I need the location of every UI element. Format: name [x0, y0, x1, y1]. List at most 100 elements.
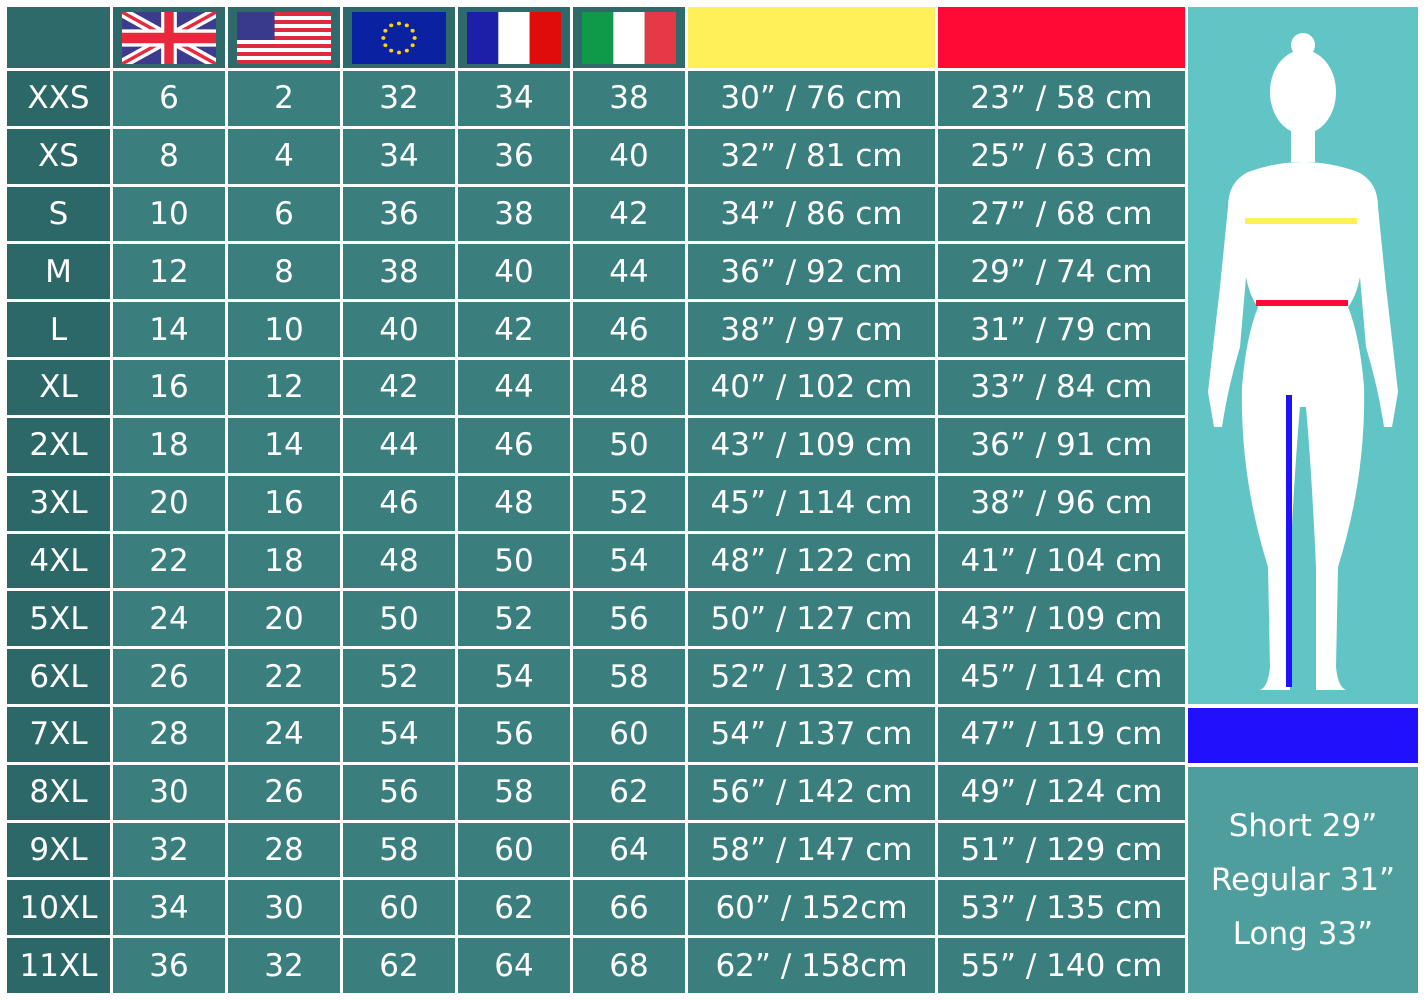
it-size: 54 [573, 533, 685, 589]
fr-size: 36 [458, 128, 570, 184]
fr-size: 34 [458, 71, 570, 126]
size-label: 8XL [7, 764, 110, 820]
it-size: 64 [573, 822, 685, 878]
size-label: XXS [7, 71, 110, 126]
length-regular: Regular 31” [1210, 862, 1396, 898]
fr-size: 52 [458, 591, 570, 647]
it-size: 56 [573, 591, 685, 647]
waist-measure: 49” / 124 cm [938, 764, 1185, 820]
uk-size: 12 [113, 244, 225, 300]
italy-flag-icon [573, 7, 685, 68]
bust-measure: 34” / 86 cm [688, 186, 935, 242]
us-size: 4 [228, 128, 340, 184]
length-long: Long 33” [1232, 916, 1374, 952]
bust-measure: 32” / 81 cm [688, 128, 935, 184]
uk-size: 30 [113, 764, 225, 820]
us-size: 20 [228, 591, 340, 647]
waist-measure: 43” / 109 cm [938, 591, 1185, 647]
it-size: 40 [573, 128, 685, 184]
size-label: 10XL [7, 880, 110, 936]
waist-measure: 31” / 79 cm [938, 302, 1185, 358]
waist-measure: 55” / 140 cm [938, 938, 1185, 993]
fr-size: 60 [458, 822, 570, 878]
waist-measure: 53” / 135 cm [938, 880, 1185, 936]
us-size: 14 [228, 417, 340, 473]
inseam-lengths: Short 29” Regular 31” Long 33” [1188, 767, 1418, 993]
fr-size: 44 [458, 360, 570, 415]
uk-size: 22 [113, 533, 225, 589]
bust-measure: 45” / 114 cm [688, 475, 935, 531]
header-corner [7, 7, 110, 68]
eu-size: 50 [343, 591, 455, 647]
waist-color-header [938, 7, 1185, 68]
eu-flag-icon [343, 7, 455, 68]
waist-measure: 36” / 91 cm [938, 417, 1185, 473]
eu-size: 38 [343, 244, 455, 300]
fr-size: 48 [458, 475, 570, 531]
it-size: 42 [573, 186, 685, 242]
uk-size: 32 [113, 822, 225, 878]
fr-size: 50 [458, 533, 570, 589]
waist-measure: 38” / 96 cm [938, 475, 1185, 531]
uk-size: 16 [113, 360, 225, 415]
it-size: 38 [573, 71, 685, 126]
uk-size: 6 [113, 71, 225, 126]
waist-measure: 29” / 74 cm [938, 244, 1185, 300]
uk-size: 28 [113, 706, 225, 762]
eu-size: 42 [343, 360, 455, 415]
bust-measure: 58” / 147 cm [688, 822, 935, 878]
us-size: 22 [228, 649, 340, 704]
us-size: 10 [228, 302, 340, 358]
eu-size: 62 [343, 938, 455, 993]
fr-size: 46 [458, 417, 570, 473]
size-chart-table: XXS 6 2 32 34 38 30” / 76 cm 23” / 58 cm XS 8 4 34 3… [7, 7, 1185, 993]
bust-measure: 54” / 137 cm [688, 706, 935, 762]
fr-size: 42 [458, 302, 570, 358]
uk-size: 14 [113, 302, 225, 358]
bust-measure: 56” / 142 cm [688, 764, 935, 820]
us-size: 24 [228, 706, 340, 762]
us-size: 6 [228, 186, 340, 242]
it-size: 44 [573, 244, 685, 300]
fr-size: 64 [458, 938, 570, 993]
bust-measure: 36” / 92 cm [688, 244, 935, 300]
eu-size: 60 [343, 880, 455, 936]
bust-measure: 40” / 102 cm [688, 360, 935, 415]
eu-size: 36 [343, 186, 455, 242]
it-size: 66 [573, 880, 685, 936]
waist-measure: 41” / 104 cm [938, 533, 1185, 589]
us-size: 12 [228, 360, 340, 415]
it-size: 48 [573, 360, 685, 415]
uk-size: 34 [113, 880, 225, 936]
fr-size: 62 [458, 880, 570, 936]
bust-measure: 62” / 158cm [688, 938, 935, 993]
size-label: 6XL [7, 649, 110, 704]
bust-measure: 43” / 109 cm [688, 417, 935, 473]
size-label: 4XL [7, 533, 110, 589]
uk-size: 36 [113, 938, 225, 993]
us-size: 16 [228, 475, 340, 531]
waist-measure: 23” / 58 cm [938, 71, 1185, 126]
uk-size: 10 [113, 186, 225, 242]
fr-size: 58 [458, 764, 570, 820]
eu-size: 56 [343, 764, 455, 820]
waist-measure: 25” / 63 cm [938, 128, 1185, 184]
size-label: 9XL [7, 822, 110, 878]
it-size: 46 [573, 302, 685, 358]
us-size: 30 [228, 880, 340, 936]
waist-measure: 33” / 84 cm [938, 360, 1185, 415]
bust-measure: 48” / 122 cm [688, 533, 935, 589]
size-label: 7XL [7, 706, 110, 762]
it-size: 52 [573, 475, 685, 531]
fr-size: 54 [458, 649, 570, 704]
eu-size: 32 [343, 71, 455, 126]
female-body-silhouette-icon [1188, 7, 1418, 704]
inseam-color-key [1188, 708, 1418, 763]
bust-measure: 50” / 127 cm [688, 591, 935, 647]
uk-size: 18 [113, 417, 225, 473]
eu-size: 54 [343, 706, 455, 762]
it-size: 60 [573, 706, 685, 762]
eu-size: 40 [343, 302, 455, 358]
size-label: 11XL [7, 938, 110, 993]
length-short: Short 29” [1228, 808, 1378, 844]
